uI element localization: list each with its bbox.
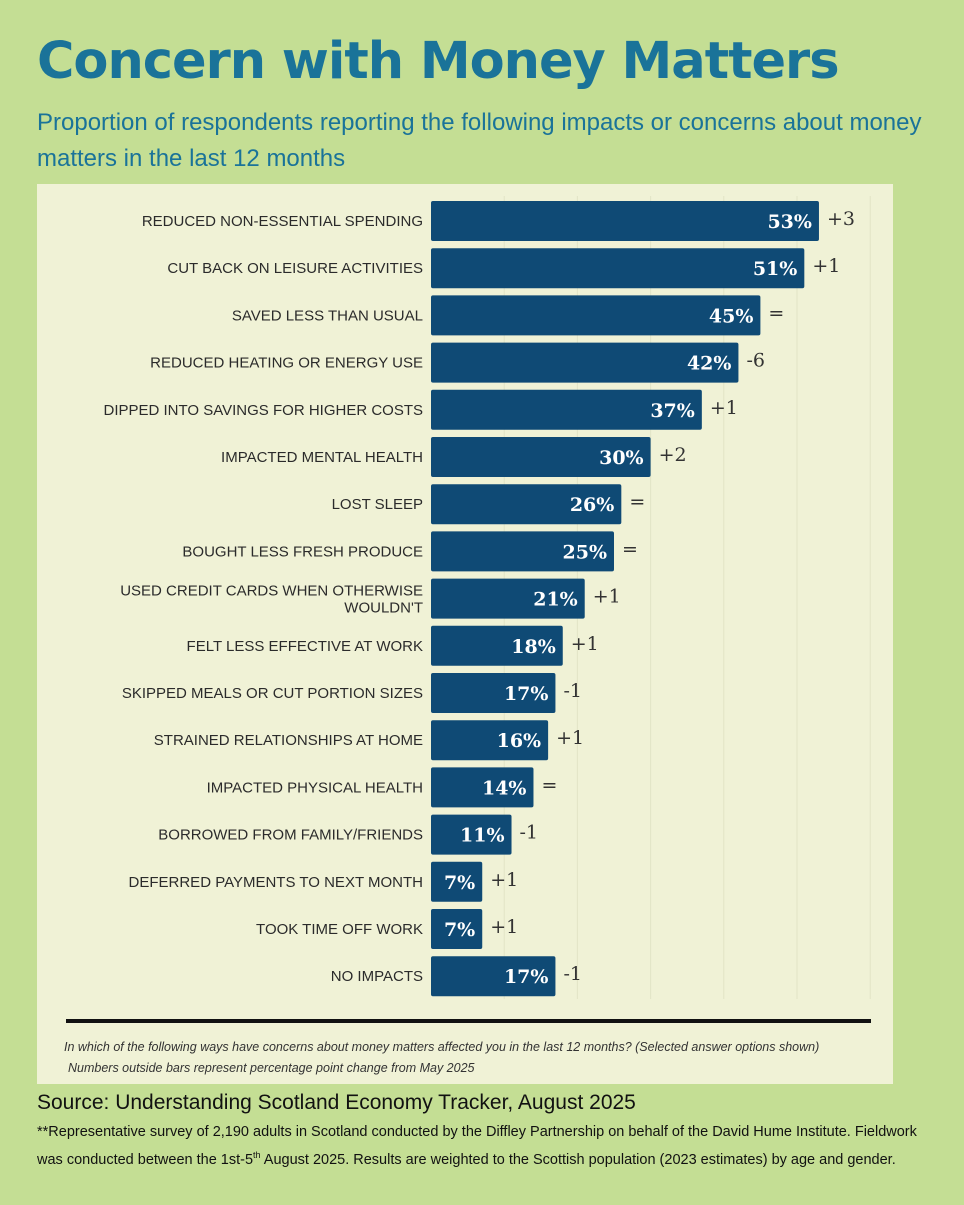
- bar-value-label: 51%: [753, 258, 798, 280]
- bar: [431, 673, 556, 713]
- bar-value-label: 37%: [650, 400, 695, 422]
- bar-change-label: +2: [659, 444, 687, 466]
- bar-change-label: =: [629, 491, 645, 513]
- bar: [431, 578, 585, 619]
- bar-value-label: 21%: [533, 589, 578, 611]
- bar-change-label: +3: [827, 208, 855, 230]
- bar-value-label: 45%: [709, 305, 754, 327]
- bar: [431, 720, 549, 761]
- bar: [431, 909, 483, 949]
- bar-change-label: +1: [556, 727, 584, 749]
- footnote-superscript: th: [253, 1150, 261, 1160]
- bar-value-label: 17%: [504, 683, 549, 705]
- bar: [431, 531, 614, 572]
- bar: [431, 625, 563, 666]
- bar: [431, 248, 805, 289]
- bar-value-label: 26%: [570, 494, 615, 516]
- bar-change-label: =: [622, 538, 638, 560]
- bar-change-label: =: [768, 302, 784, 324]
- bar-value-label: 16%: [497, 730, 542, 752]
- bar-change-label: =: [541, 774, 557, 796]
- bar-value-label: 7%: [444, 919, 475, 941]
- bar: [431, 861, 483, 902]
- category-label: BORROWED FROM FAMILY/FRIENDS: [158, 827, 423, 844]
- bar: [431, 484, 622, 525]
- category-label: IMPACTED PHYSICAL HEALTH: [207, 779, 423, 796]
- category-label: SAVED LESS THAN USUAL: [232, 307, 423, 324]
- bar-value-label: 42%: [687, 353, 732, 375]
- bar-change-label: -1: [563, 680, 582, 702]
- bar-value-label: 18%: [511, 636, 556, 658]
- bar: [431, 389, 702, 430]
- bar: [431, 201, 819, 241]
- category-label: REDUCED NON-ESSENTIAL SPENDING: [142, 213, 423, 230]
- category-label: BOUGHT LESS FRESH PRODUCE: [182, 543, 423, 560]
- footnote-text-end: August 2025. Results are weighted to the…: [260, 1151, 896, 1168]
- bar: [431, 295, 761, 336]
- category-label: DEFERRED PAYMENTS TO NEXT MONTH: [129, 874, 423, 891]
- category-label: NO IMPACTS: [331, 968, 423, 985]
- bar: [431, 956, 556, 997]
- source-line: Source: Understanding Scotland Economy T…: [37, 1091, 636, 1114]
- category-label: USED CREDIT CARDS WHEN OTHERWISE WOULDN'T: [120, 583, 423, 617]
- question-note: In which of the following ways have conc…: [64, 1040, 820, 1054]
- bar-change-label: +1: [812, 255, 840, 277]
- bar-value-label: 7%: [444, 872, 475, 894]
- bar-change-label: +1: [710, 397, 738, 419]
- category-label: REDUCED HEATING OR ENERGY USE: [150, 355, 423, 372]
- bar: [431, 437, 651, 477]
- bar-change-label: -1: [563, 963, 582, 985]
- bar-change-label: +1: [490, 916, 518, 938]
- footnote-text: **Representative survey of 2,190 adults …: [37, 1124, 917, 1168]
- bar-change-label: -1: [520, 822, 539, 844]
- bar-change-label: +1: [593, 586, 621, 608]
- category-label: SKIPPED MEALS OR CUT PORTION SIZES: [122, 685, 423, 702]
- bar-chart: REDUCED NON-ESSENTIAL SPENDING 53% +3 CUT B…: [66, 196, 871, 1023]
- page-subtitle: Proportion of respondents reporting the …: [37, 109, 922, 172]
- category-label: FELT LESS EFFECTIVE AT WORK: [187, 638, 423, 655]
- bar: [431, 767, 534, 808]
- category-label: STRAINED RELATIONSHIPS AT HOME: [154, 732, 423, 749]
- bar-value-label: 14%: [482, 777, 527, 799]
- bar: [431, 814, 512, 855]
- bar-value-label: 17%: [504, 966, 549, 988]
- category-label: IMPACTED MENTAL HEALTH: [221, 449, 423, 466]
- bar-value-label: 25%: [563, 541, 608, 563]
- page-title: Concern with Money Matters: [37, 32, 840, 91]
- category-label: TOOK TIME OFF WORK: [256, 921, 423, 938]
- bar-change-label: +1: [490, 869, 518, 891]
- chart-panel: REDUCED NON-ESSENTIAL SPENDING 53% +3 CUT B…: [37, 184, 893, 1084]
- bar-value-label: 30%: [599, 447, 644, 469]
- change-note: Numbers outside bars represent percentag…: [68, 1061, 475, 1075]
- bar-change-label: +1: [571, 633, 599, 655]
- bar-value-label: 53%: [767, 211, 812, 233]
- category-label: LOST SLEEP: [332, 496, 423, 513]
- bar: [431, 342, 739, 383]
- category-label: DIPPED INTO SAVINGS FOR HIGHER COSTS: [104, 402, 424, 419]
- category-label: CUT BACK ON LEISURE ACTIVITIES: [167, 260, 423, 277]
- footnote: **Representative survey of 2,190 adults …: [37, 1121, 937, 1172]
- bar-change-label: -6: [746, 350, 765, 372]
- bar-value-label: 11%: [460, 825, 505, 847]
